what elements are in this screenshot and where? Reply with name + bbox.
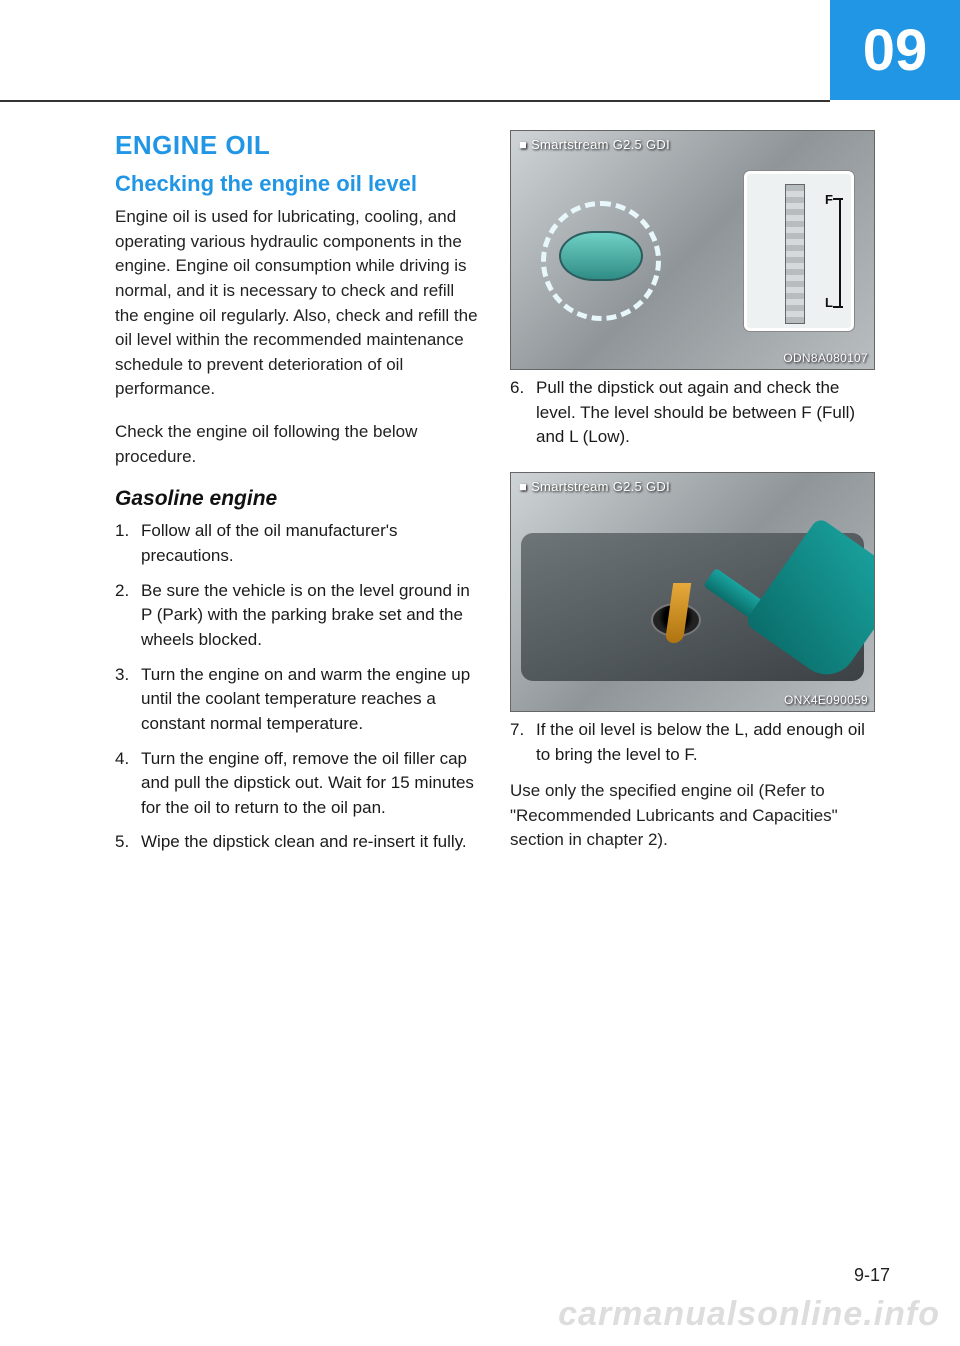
top-rule <box>0 100 830 102</box>
step-item: Be sure the vehicle is on the level grou… <box>115 579 480 653</box>
intro-paragraph: Engine oil is used for lubricating, cool… <box>115 205 480 402</box>
figure-label: Smartstream G2.5 GDI <box>519 137 670 152</box>
figure-code: ODN8A080107 <box>783 351 868 365</box>
intro-paragraph-2: Check the engine oil following the below… <box>115 420 480 469</box>
steps-list-left: Follow all of the oil manufacturer's pre… <box>115 519 480 855</box>
step-item: Follow all of the oil manufacturer's pre… <box>115 519 480 568</box>
subsection-title: Checking the engine oil level <box>115 171 480 197</box>
content-columns: ENGINE OIL Checking the engine oil level… <box>115 130 875 871</box>
figure-code: ONX4E090059 <box>784 693 868 707</box>
page-number: 9-17 <box>854 1265 890 1286</box>
right-column: Smartstream G2.5 GDI F L ODN8A080107 Pul… <box>510 130 875 871</box>
mark-full: F <box>825 192 833 207</box>
section-title: ENGINE OIL <box>115 130 480 161</box>
chapter-number: 09 <box>863 17 928 84</box>
chapter-tab: 09 <box>830 0 960 100</box>
figure-dipstick: Smartstream G2.5 GDI F L ODN8A080107 <box>510 130 875 370</box>
manual-page: 09 ENGINE OIL Checking the engine oil le… <box>0 0 960 1346</box>
step-item: Wipe the dipstick clean and re-insert it… <box>115 830 480 855</box>
step-item: Turn the engine off, remove the oil fill… <box>115 747 480 821</box>
range-bracket <box>839 198 841 308</box>
figure-label: Smartstream G2.5 GDI <box>519 479 670 494</box>
oil-bottle-illustration <box>694 493 854 653</box>
spacer <box>510 460 875 472</box>
watermark: carmanualsonline.info <box>558 1295 940 1334</box>
left-column: ENGINE OIL Checking the engine oil level… <box>115 130 480 871</box>
gasoline-engine-heading: Gasoline engine <box>115 487 480 511</box>
steps-list-right-2: If the oil level is below the L, add eno… <box>510 718 875 767</box>
figure-pouring-oil: Smartstream G2.5 GDI ONX4E090059 <box>510 472 875 712</box>
step-item: Turn the engine on and warm the engine u… <box>115 663 480 737</box>
dipstick-inset: F L <box>744 171 854 331</box>
steps-list-right-1: Pull the dipstick out again and check th… <box>510 376 875 450</box>
oil-filler-cap-illustration <box>559 231 643 281</box>
step-item: Pull the dipstick out again and check th… <box>510 376 875 450</box>
closing-paragraph: Use only the specified engine oil (Refer… <box>510 779 875 853</box>
dipstick-illustration <box>785 184 805 324</box>
mark-low: L <box>825 295 833 310</box>
step-item: If the oil level is below the L, add eno… <box>510 718 875 767</box>
